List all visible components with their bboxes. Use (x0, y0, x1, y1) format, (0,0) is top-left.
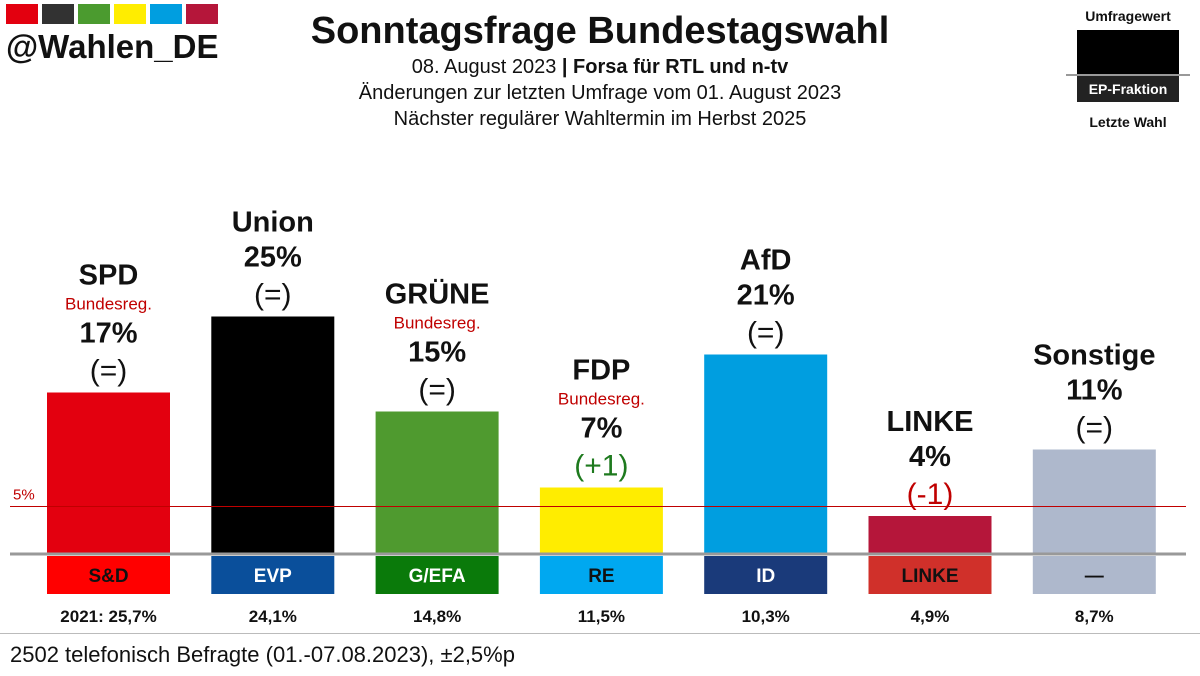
bar-value-label-sonstige: 11% (1066, 375, 1123, 407)
ep-group-afd: ID (756, 566, 775, 587)
ep-box-afd (704, 556, 828, 594)
chart-title: Sonntagsfrage Bundestagswahl (310, 10, 890, 52)
changes-note: Änderungen zur letzten Umfrage vom 01. A… (358, 82, 842, 104)
last-election-spd: 2021: 25,7% (60, 607, 156, 626)
brand-stripe-4 (150, 4, 182, 24)
bar-government-spd: Bundesreg. (65, 295, 152, 314)
footer-divider (0, 633, 1200, 634)
bar-change-afd: (=) (747, 317, 785, 350)
bar-change-fdp: (+1) (574, 450, 628, 483)
bar-party-fdp: FDP (572, 355, 630, 387)
threshold-label: 5% (13, 487, 35, 504)
bar-change-union: (=) (254, 279, 292, 312)
poll-date-source: 08. August 2023 | Forsa für RTL und n-tv (0, 56, 1200, 79)
bar-value-label-union: 25% (244, 242, 302, 274)
last-election-gr-ne: 14,8% (413, 607, 461, 626)
bar-spd (47, 392, 170, 554)
bar-change-spd: (=) (90, 355, 128, 388)
ep-box-gr-ne (375, 556, 499, 594)
bar-gr-ne (375, 411, 499, 554)
bar-government-fdp: Bundesreg. (558, 390, 645, 409)
bar-party-afd: AfD (740, 245, 792, 277)
brand-stripe-2 (78, 4, 110, 24)
bar-sonstige (1032, 449, 1156, 554)
last-election-afd: 10,3% (742, 607, 790, 626)
bar-change-sonstige: (=) (1076, 412, 1114, 445)
bar-value-label-linke: 4% (909, 441, 951, 473)
brand-stripe-5 (186, 4, 218, 24)
ep-box-spd (47, 556, 170, 594)
brand-stripes (6, 4, 218, 24)
legend-swatch (1077, 30, 1179, 74)
ep-box-sonstige (1032, 556, 1156, 594)
last-election-sonstige: 8,7% (1075, 607, 1114, 626)
ep-group-union: EVP (254, 566, 292, 587)
bar-change-linke: (-1) (907, 478, 954, 511)
legend-poll-value: Umfragewert (1085, 8, 1171, 24)
legend-last-election: Letzte Wahl (1089, 114, 1167, 130)
bar-value-label-afd: 21% (737, 280, 795, 312)
bar-party-spd: SPD (79, 260, 139, 292)
ep-group-fdp: RE (588, 566, 614, 587)
ep-group-sonstige: — (1085, 566, 1104, 587)
bar-party-gr-ne: GRÜNE (385, 278, 490, 311)
next-election-note: Nächster regulärer Wahltermin im Herbst … (393, 108, 807, 130)
bar-value-label-gr-ne: 15% (408, 337, 466, 369)
ep-group-linke: LINKE (902, 566, 959, 587)
ep-group-gr-ne: G/EFA (409, 566, 466, 587)
bar-party-linke: LINKE (887, 406, 974, 438)
bar-fdp (539, 487, 663, 554)
bar-union (211, 316, 335, 554)
separator: | (556, 56, 574, 78)
legend-baseline (1066, 74, 1190, 76)
bar-change-gr-ne: (=) (418, 374, 456, 407)
ep-box-fdp (539, 556, 663, 594)
ep-box-linke (868, 556, 992, 594)
bar-government-gr-ne: Bundesreg. (394, 314, 481, 333)
footer-note: 2502 telefonisch Befragte (01.-07.08.202… (10, 642, 515, 667)
brand-stripe-3 (114, 4, 146, 24)
bar-party-sonstige: Sonstige (1033, 340, 1155, 372)
brand-handle: @Wahlen_DE (6, 28, 219, 65)
poll-date: 08. August 2023 (411, 56, 557, 78)
brand-stripe-1 (42, 4, 74, 24)
legend-ep-fraction: EP-Fraktion (1077, 76, 1179, 102)
bar-value-label-fdp: 7% (580, 413, 622, 445)
last-election-fdp: 11,5% (578, 607, 625, 626)
bar-party-union: Union (232, 207, 314, 239)
ep-box-union (211, 556, 335, 594)
bar-value-label-spd: 17% (79, 318, 137, 350)
ep-group-spd: S&D (88, 566, 128, 587)
poll-source: Forsa für RTL und n-tv (573, 56, 789, 78)
last-election-union: 24,1% (249, 607, 297, 626)
bar-linke (868, 516, 992, 554)
bar-afd (704, 354, 828, 554)
last-election-linke: 4,9% (911, 607, 950, 626)
brand-stripe-0 (6, 4, 38, 24)
